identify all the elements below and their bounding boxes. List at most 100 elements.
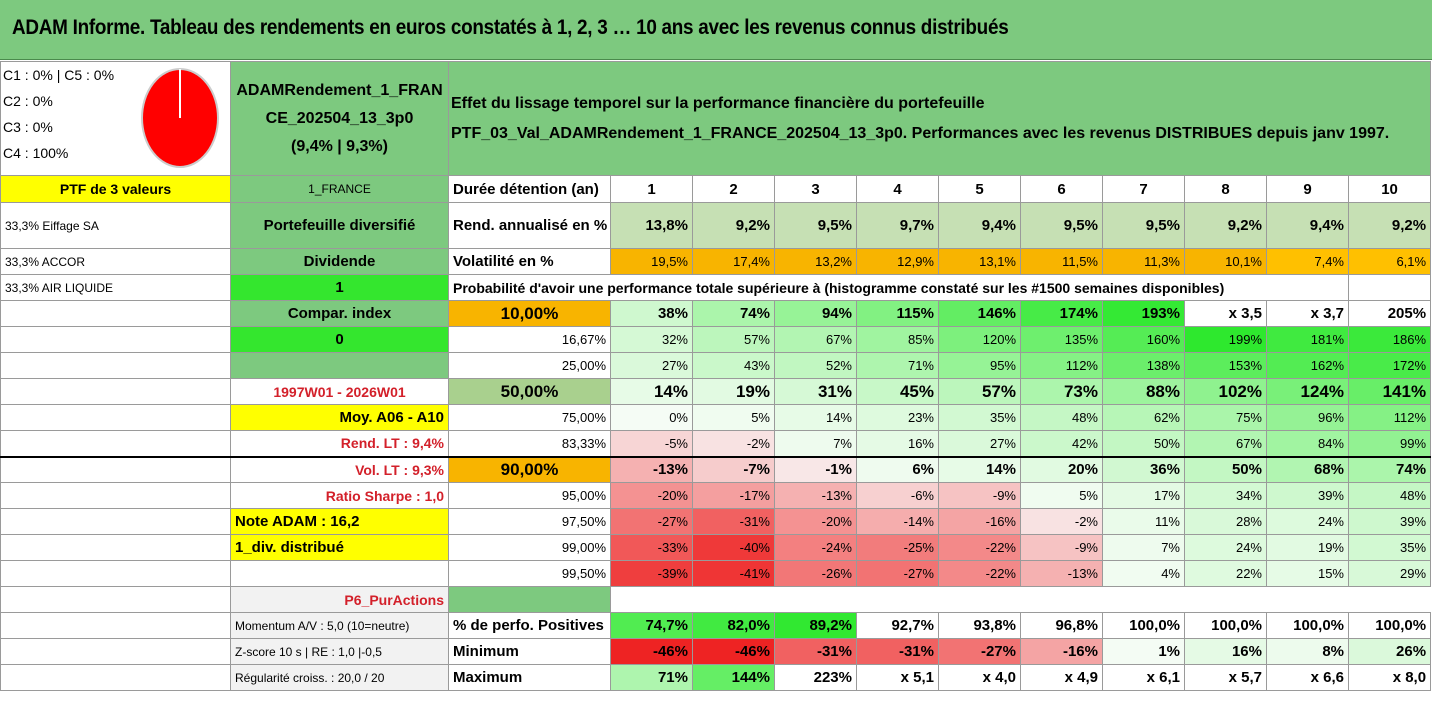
max-value: x 5,1 <box>856 664 939 691</box>
min-row: Z-score 10 s | RE : 1,0 |-0,5 Minimum -46%… <box>0 638 1432 665</box>
quantile-value: 172% <box>1347 352 1432 379</box>
quantile-value: 11% <box>1102 508 1185 535</box>
quantile-value: 67% <box>1184 430 1267 458</box>
pos-value: 74,7% <box>610 612 693 639</box>
quantile-value: -22% <box>938 560 1021 587</box>
ptf-label: PTF de 3 valeurs <box>0 175 231 203</box>
report-title-bar: ADAM Informe. Tableau des rendements en … <box>0 0 1432 60</box>
quantile-value: 96% <box>1266 404 1349 431</box>
left-blank <box>0 326 231 353</box>
vol-value: 11,3% <box>1102 248 1185 275</box>
quantile-value: 95% <box>938 352 1021 379</box>
rend-value: 13,8% <box>610 202 693 249</box>
fund-name-cell: ADAMRendement_1_FRAN CE_202504_13_3p0 (9… <box>230 61 449 176</box>
quantile-value: 20% <box>1020 456 1103 483</box>
max-value: x 6,1 <box>1102 664 1185 691</box>
quantile-label: 10,00% <box>448 300 611 327</box>
quantile-value: 39% <box>1347 508 1432 535</box>
quantile-value: 162% <box>1266 352 1349 379</box>
left-blank <box>0 430 231 458</box>
max-value: 71% <box>610 664 693 691</box>
quantile-value: -27% <box>610 508 693 535</box>
vol-lt-label: Vol. LT : 9,3% <box>230 456 449 483</box>
year-header: 4 <box>856 175 939 203</box>
quantile-value: 22% <box>1184 560 1267 587</box>
quantile-value: 48% <box>1020 404 1103 431</box>
quantile-label: 16,67% <box>448 326 611 353</box>
dividende-label: Dividende <box>230 248 449 275</box>
quantile-value: 75% <box>1184 404 1267 431</box>
quantile-value: 5% <box>1020 482 1103 509</box>
quantile-row: 0 16,67% 32% 57% 67% 85% 120% 135% 160% 199% 181% 1… <box>0 326 1432 353</box>
max-value: x 5,7 <box>1184 664 1267 691</box>
left-blank <box>0 586 231 613</box>
rend-value: 9,5% <box>1102 202 1185 249</box>
pos-value: 100,0% <box>1347 612 1432 639</box>
quantile-row: Moy. A06 - A10 75,00% 0% 5% 14% 23% 35% 48% 62% 7… <box>0 404 1432 431</box>
header-line2: PTF_03_Val_ADAMRendement_1_FRANCE_202504… <box>451 124 1390 142</box>
quantile-value: 42% <box>1020 430 1103 458</box>
quantile-row: Vol. LT : 9,3% 90,00% -13% -7% -1% 6% 14% 20% 36… <box>0 456 1432 483</box>
year-header: 1 <box>610 175 693 203</box>
quantile-value: 57% <box>938 378 1021 405</box>
quantile-value: -22% <box>938 534 1021 561</box>
min-label: Minimum <box>448 638 611 665</box>
quantile-value: 120% <box>938 326 1021 353</box>
quantile-label: 25,00% <box>448 352 611 379</box>
left-blank <box>0 534 231 561</box>
quantile-value: 62% <box>1102 404 1185 431</box>
rend-lt-label: Rend. LT : 9,4% <box>230 430 449 458</box>
quantile-value: 34% <box>1184 482 1267 509</box>
quantile-value: 36% <box>1102 456 1185 483</box>
max-row: Régularité croiss. : 20,0 / 20 Maximum 71%… <box>0 664 1432 691</box>
rend-value: 9,2% <box>1347 202 1432 249</box>
quantile-value: 19% <box>692 378 775 405</box>
prob-row: 33,3% AIR LIQUIDE 1 Probabilité d'avoir un… <box>0 274 1432 301</box>
rend-value: 9,7% <box>856 202 939 249</box>
left-blank <box>0 404 231 431</box>
quantile-row: Rend. LT : 9,4% 83,33% -5% -2% 7% 16% 27% 42% 50… <box>0 430 1432 458</box>
blank-green <box>230 352 449 379</box>
quantile-value: -2% <box>692 430 775 458</box>
left-blank <box>0 300 231 327</box>
quantile-value: 88% <box>1102 378 1185 405</box>
diversified-label: Portefeuille diversifié <box>230 202 449 249</box>
vol-value: 10,1% <box>1184 248 1267 275</box>
performance-table: C1 : 0% | C5 : 0% C2 : 0% C3 : 0% C4 : 100%… <box>0 61 1432 691</box>
vol-label: Volatilité en % <box>448 248 611 275</box>
quantile-value: -41% <box>692 560 775 587</box>
max-value: 223% <box>774 664 857 691</box>
quantile-value: 135% <box>1020 326 1103 353</box>
quantile-value: 74% <box>692 300 775 327</box>
quantile-value: 67% <box>774 326 857 353</box>
pos-value: 92,7% <box>856 612 939 639</box>
regularite-label: Régularité croiss. : 20,0 / 20 <box>230 664 449 691</box>
rend-value: 9,2% <box>1184 202 1267 249</box>
quantile-value: 6% <box>856 456 939 483</box>
quantile-label: 75,00% <box>448 404 611 431</box>
quantile-value: 17% <box>1102 482 1185 509</box>
duree-label: Durée détention (an) <box>448 175 611 203</box>
left-blank <box>0 378 231 405</box>
left-blank <box>0 612 231 639</box>
vol-value: 7,4% <box>1266 248 1349 275</box>
quantile-value: 28% <box>1184 508 1267 535</box>
quantile-value: 205% <box>1347 300 1432 327</box>
quantile-label: 97,50% <box>448 508 611 535</box>
p6-row: P6_PurActions <box>0 586 1431 613</box>
min-value: 8% <box>1266 638 1349 665</box>
quantile-value: 35% <box>938 404 1021 431</box>
quantile-value: -9% <box>1020 534 1103 561</box>
vol-value: 19,5% <box>610 248 693 275</box>
p6-label: P6_PurActions <box>230 586 449 613</box>
fund-perf: (9,4% | 9,3%) <box>291 137 388 155</box>
quantile-value: -6% <box>856 482 939 509</box>
holding-2: 33,3% ACCOR <box>0 248 231 275</box>
quantile-value: 27% <box>938 430 1021 458</box>
quantile-value: -27% <box>856 560 939 587</box>
quantile-value: 102% <box>1184 378 1267 405</box>
quantile-value: 43% <box>692 352 775 379</box>
quantile-value: 153% <box>1184 352 1267 379</box>
vol-value: 13,1% <box>938 248 1021 275</box>
quantile-value: -39% <box>610 560 693 587</box>
